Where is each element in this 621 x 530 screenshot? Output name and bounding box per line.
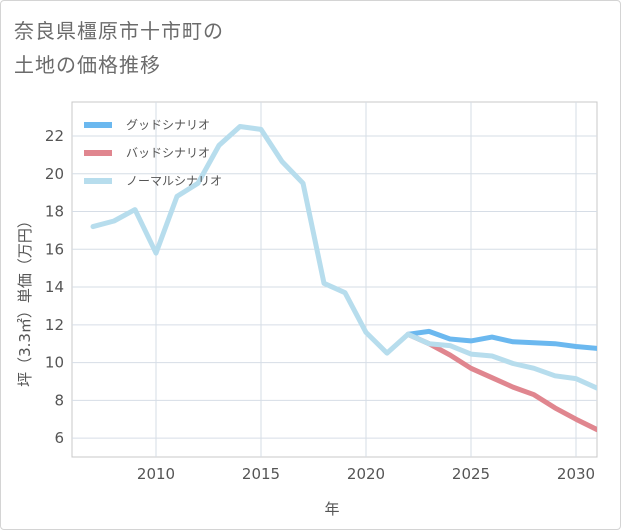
chart-title: 奈良県橿原市十市町の 土地の価格推移 (14, 14, 394, 82)
gridlines (72, 102, 597, 457)
y-axis-label: 坪（3.3㎡）単価（万円） (16, 213, 34, 387)
y-tick-label: 16 (45, 240, 64, 258)
plot-area (71, 101, 598, 458)
y-tick-label: 12 (45, 316, 64, 334)
legend-label: ノーマルシナリオ (126, 174, 222, 188)
series-line-0 (405, 328, 597, 351)
x-axis-label: 年 (324, 500, 339, 518)
x-tick-label: 2010 (137, 465, 175, 483)
chart-title-line2: 土地の価格推移 (14, 53, 161, 77)
legend-label: グッドシナリオ (126, 118, 210, 132)
chart-title-line1: 奈良県橿原市十市町の (14, 19, 224, 43)
y-tick-label: 10 (45, 354, 64, 372)
x-tick-label: 2030 (557, 465, 595, 483)
series-lines (90, 124, 597, 433)
y-tick-label: 14 (45, 278, 64, 296)
y-tick-label: 18 (45, 203, 64, 221)
series-line-1 (405, 331, 597, 433)
x-tick-label: 2020 (347, 465, 385, 483)
legend-label: バッドシナリオ (126, 146, 210, 160)
y-tick-label: 8 (54, 391, 64, 409)
x-tick-label: 2015 (242, 465, 280, 483)
y-tick-label: 6 (54, 429, 64, 447)
y-tick-label: 22 (45, 127, 64, 145)
x-tick-label: 2025 (452, 465, 490, 483)
series-line-2 (90, 124, 597, 391)
y-tick-labels: 6 8 10 12 14 16 18 20 22 (45, 127, 64, 447)
y-tick-label: 20 (45, 165, 64, 183)
x-tick-labels: 2010 2015 2020 2025 2030 (137, 465, 595, 483)
